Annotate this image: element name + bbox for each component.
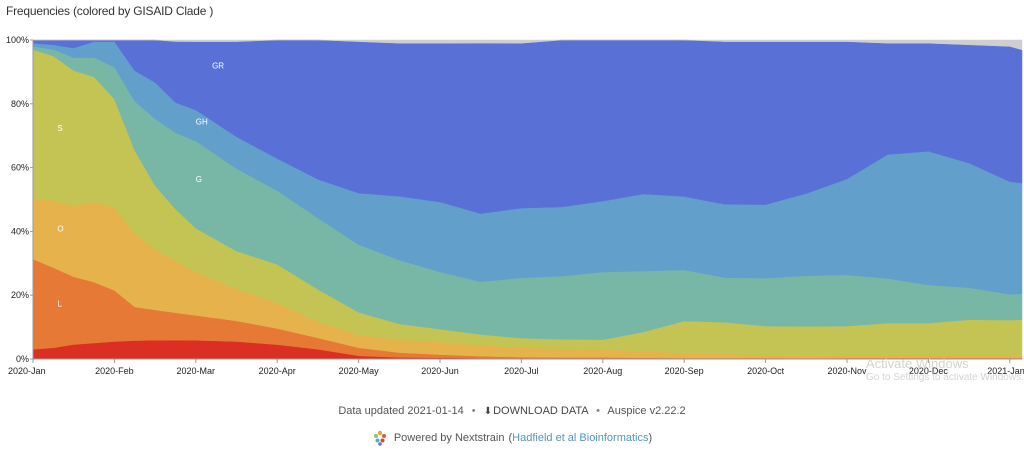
separator-dot: • bbox=[596, 405, 600, 417]
x-tick-label: 2020-Nov bbox=[827, 366, 867, 376]
x-tick-label: 2020-Feb bbox=[95, 366, 134, 376]
y-tick-label: 60% bbox=[11, 163, 29, 173]
download-icon: ⬇ bbox=[483, 406, 493, 417]
download-data-label: DOWNLOAD DATA bbox=[493, 405, 589, 417]
chart-axes: 0% 20% 40% 60% 80% 100% 2020-Jan 2020-Feb 2020-M… bbox=[6, 35, 1024, 376]
powered-by-nextstrain-link[interactable]: Powered by Nextstrain bbox=[393, 432, 505, 444]
clade-label-g: G bbox=[196, 175, 202, 184]
x-tick-label: 2020-May bbox=[339, 366, 380, 376]
y-tick-label: 20% bbox=[11, 290, 29, 300]
x-tick-label: 2020-Dec bbox=[909, 366, 949, 376]
clade-labels: GR GH G S O L bbox=[57, 62, 224, 309]
chart-title: Frequencies (colored by GISAID Clade ) bbox=[6, 4, 214, 18]
footer-info: Data updated 2021-01-14 • ⬇DOWNLOAD DATA… bbox=[0, 405, 1024, 417]
y-tick-label: 100% bbox=[6, 35, 29, 45]
credit-paren-open: ( bbox=[508, 432, 513, 444]
data-updated-text: Data updated 2021-01-14 bbox=[338, 405, 464, 417]
x-tick-label: 2020-Jun bbox=[421, 366, 459, 376]
credit-paren-close: ) bbox=[648, 432, 653, 444]
separator-dot: • bbox=[471, 405, 476, 417]
y-tick-label: 0% bbox=[16, 354, 29, 364]
y-tick-label: 40% bbox=[11, 226, 29, 236]
x-tick-label: 2020-Mar bbox=[177, 366, 216, 376]
windows-activation-watermark: Activate Windows Go to Settings to activ… bbox=[866, 356, 1024, 385]
hadfield-citation-link[interactable]: Hadfield et al Bioinformatics bbox=[512, 432, 649, 444]
watermark-subtitle: Go to Settings to activate Windows. bbox=[866, 372, 1024, 384]
x-tick-label: 2020-Apr bbox=[259, 366, 296, 376]
auspice-version: Auspice v2.22.2 bbox=[607, 405, 686, 417]
clade-label-o: O bbox=[57, 224, 63, 233]
clade-label-s: S bbox=[57, 124, 62, 133]
nextstrain-logo-icon[interactable] bbox=[372, 430, 388, 446]
y-tick-label: 80% bbox=[11, 99, 29, 109]
clade-label-gr: GR bbox=[212, 62, 224, 71]
x-tick-label: 2020-Jul bbox=[504, 366, 539, 376]
powered-by-row: Powered by Nextstrain (Hadfield et al Bi… bbox=[0, 430, 1024, 446]
download-data-button[interactable]: ⬇DOWNLOAD DATA bbox=[484, 405, 588, 417]
x-tick-label: 2021-Jan bbox=[987, 366, 1024, 376]
watermark-title: Activate Windows bbox=[866, 356, 969, 371]
frequencies-chart: 0% 20% 40% 60% 80% 100% 2020-Jan 2020-Feb 2020-M… bbox=[6, 35, 1024, 376]
x-tick-label: 2020-Oct bbox=[747, 366, 785, 376]
area-other[interactable] bbox=[33, 39, 1023, 51]
clade-label-gh: GH bbox=[196, 118, 208, 127]
clade-label-l: L bbox=[57, 299, 62, 308]
x-tick-label: 2020-Sep bbox=[665, 366, 704, 376]
x-tick-label: 2020-Jan bbox=[8, 366, 46, 376]
x-tick-label: 2020-Aug bbox=[583, 366, 622, 376]
stacked-areas bbox=[32, 39, 1023, 360]
